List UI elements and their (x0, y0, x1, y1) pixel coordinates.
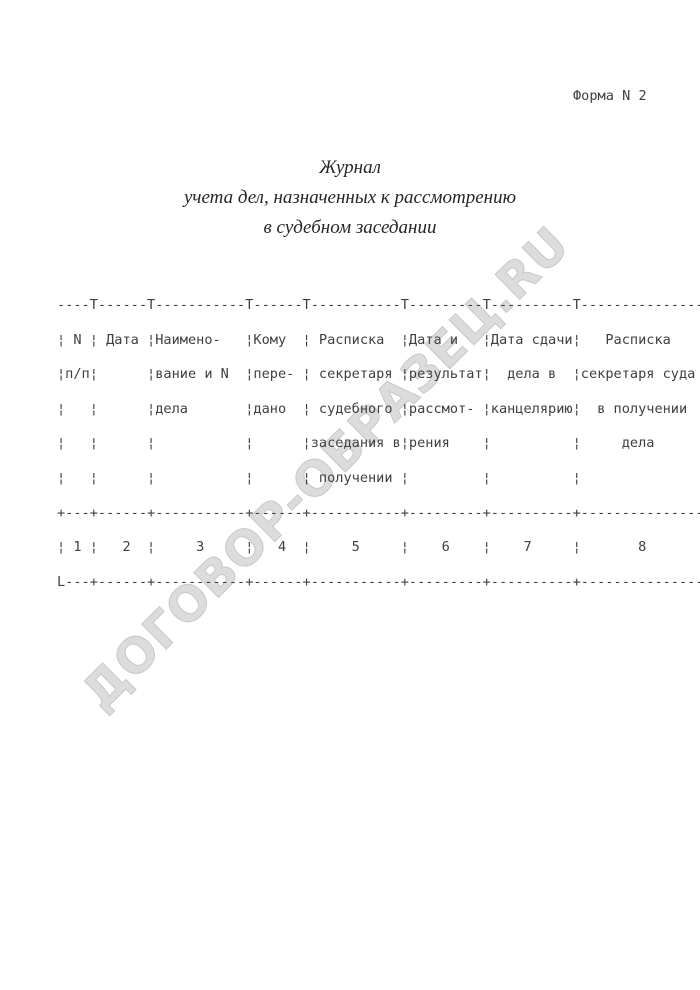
document-title-line1: Журнал (319, 157, 381, 178)
form-number-label: Форма N 2 (573, 88, 647, 104)
document-title-line3: в судебном заседании (263, 217, 437, 238)
document-title-line2: учета дел, назначенных к рассмотрению (184, 187, 516, 208)
document-title: Журнал учета дел, назначенных к рассмотр… (0, 153, 700, 243)
cases-journal-ascii-table: ----T------T-----------T------T---------… (57, 297, 700, 590)
